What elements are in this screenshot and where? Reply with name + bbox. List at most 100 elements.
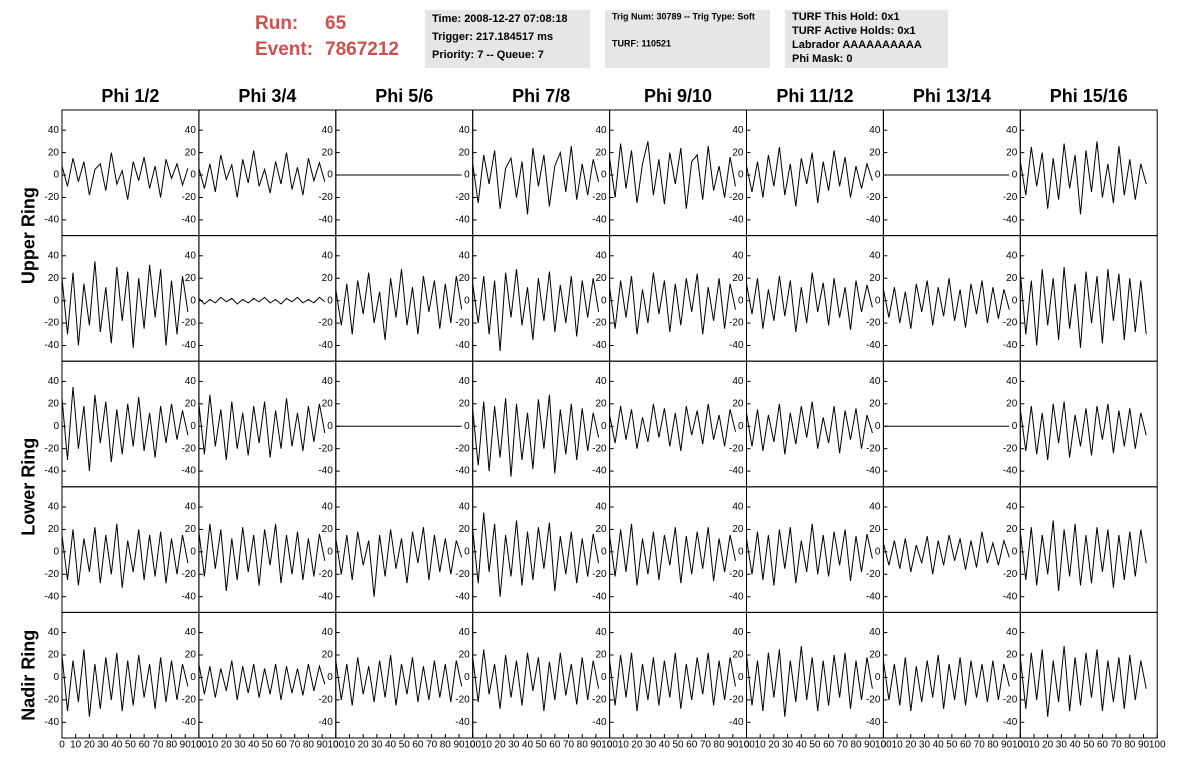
x-tick-label: 100 xyxy=(191,740,208,751)
y-tick-label: -40 xyxy=(866,340,881,351)
waveform xyxy=(746,645,873,717)
y-tick-label: -40 xyxy=(866,215,881,226)
y-tick-label: 0 xyxy=(875,546,881,557)
y-tick-label: 40 xyxy=(732,250,744,261)
x-tick-label: 100 xyxy=(1012,740,1029,751)
y-tick-label: 20 xyxy=(1006,147,1018,158)
row-title: Nadir Ring xyxy=(19,630,39,721)
y-tick-label: -40 xyxy=(455,215,470,226)
y-tick-label: 0 xyxy=(1012,170,1018,181)
y-tick-label: 40 xyxy=(322,376,334,387)
y-tick-label: 40 xyxy=(322,502,334,513)
waveform xyxy=(472,269,600,352)
event-label: Event: xyxy=(255,39,313,60)
y-tick-label: -20 xyxy=(45,443,60,454)
x-tick-label: 100 xyxy=(875,740,892,751)
panel-frame xyxy=(609,360,747,488)
waveform xyxy=(61,649,189,717)
y-tick-label: -40 xyxy=(318,717,333,728)
x-tick-label: 40 xyxy=(796,740,808,751)
x-tick-label: 30 xyxy=(371,740,383,751)
y-tick-label: 20 xyxy=(732,524,744,535)
y-tick-label: -40 xyxy=(455,340,470,351)
y-tick-label: 0 xyxy=(601,170,607,181)
panel-frame xyxy=(61,611,200,739)
y-tick-label: 20 xyxy=(48,147,60,158)
waveform xyxy=(1019,401,1147,460)
info-box xyxy=(785,10,948,68)
y-tick-label: -40 xyxy=(1003,466,1018,477)
y-tick-label: 40 xyxy=(48,627,60,638)
y-tick-label: -20 xyxy=(318,318,333,329)
row-title: Upper Ring xyxy=(19,187,39,284)
waveform xyxy=(609,403,736,451)
y-tick-label: 40 xyxy=(48,250,60,261)
x-tick-label: 60 xyxy=(686,740,698,751)
info-line: Labrador AAAAAAAAAA xyxy=(792,39,922,51)
waveform xyxy=(198,296,326,305)
waveform xyxy=(198,660,326,700)
y-tick-label: -40 xyxy=(592,340,607,351)
y-tick-label: 20 xyxy=(459,524,471,535)
info-line: TURF: 110521 xyxy=(612,38,671,48)
y-tick-label: -20 xyxy=(181,318,196,329)
y-tick-label: 40 xyxy=(48,502,60,513)
y-tick-label: -20 xyxy=(318,569,333,580)
y-tick-label: 0 xyxy=(601,295,607,306)
panel-frame xyxy=(198,109,337,237)
y-tick-label: 20 xyxy=(595,650,607,661)
waveform xyxy=(1019,520,1147,592)
x-tick-label: 100 xyxy=(1149,740,1166,751)
y-tick-label: -40 xyxy=(729,215,744,226)
panel-frame xyxy=(472,611,611,739)
y-tick-label: 20 xyxy=(322,398,334,409)
waveform xyxy=(198,394,326,460)
y-tick-label: -40 xyxy=(1003,717,1018,728)
y-tick-label: 40 xyxy=(595,376,607,387)
x-tick-label: 100 xyxy=(464,740,481,751)
panel-frame xyxy=(61,109,200,237)
x-tick-label: 70 xyxy=(974,740,986,751)
y-tick-label: -40 xyxy=(181,215,196,226)
y-tick-label: 0 xyxy=(738,546,744,557)
y-tick-label: 0 xyxy=(601,672,607,683)
y-tick-label: 40 xyxy=(185,502,197,513)
y-tick-label: 40 xyxy=(322,627,334,638)
waveform xyxy=(61,523,189,588)
y-tick-label: 0 xyxy=(53,170,59,181)
waveform xyxy=(746,523,873,586)
x-tick-label: 20 xyxy=(1042,740,1054,751)
y-tick-label: 20 xyxy=(185,273,197,284)
y-tick-label: 40 xyxy=(1006,376,1018,387)
y-tick-label: -40 xyxy=(455,591,470,602)
waveform xyxy=(472,145,600,215)
y-tick-label: 40 xyxy=(185,627,197,638)
y-tick-label: 40 xyxy=(322,125,334,136)
x-tick-label: 100 xyxy=(327,740,344,751)
y-tick-label: 20 xyxy=(48,524,60,535)
y-tick-label: 0 xyxy=(190,672,196,683)
y-tick-label: 20 xyxy=(459,273,471,284)
x-tick-label: 40 xyxy=(1069,740,1081,751)
y-tick-label: 20 xyxy=(48,273,60,284)
y-tick-label: 0 xyxy=(53,295,59,306)
x-tick-label: 0 xyxy=(607,740,613,751)
panel-frame xyxy=(609,611,747,739)
y-tick-label: -40 xyxy=(729,717,744,728)
y-tick-label: -40 xyxy=(592,717,607,728)
y-tick-label: -20 xyxy=(318,192,333,203)
x-tick-label: 70 xyxy=(1111,740,1123,751)
y-tick-label: -20 xyxy=(181,695,196,706)
y-tick-label: -40 xyxy=(45,340,60,351)
y-tick-label: 0 xyxy=(464,421,470,432)
y-tick-label: 20 xyxy=(322,524,334,535)
y-tick-label: 0 xyxy=(738,170,744,181)
y-tick-label: 0 xyxy=(190,295,196,306)
y-tick-label: -20 xyxy=(455,569,470,580)
y-tick-label: -40 xyxy=(181,466,196,477)
x-tick-label: 80 xyxy=(1124,740,1136,751)
y-tick-label: -20 xyxy=(455,318,470,329)
y-tick-label: 20 xyxy=(869,147,881,158)
x-tick-label: 60 xyxy=(960,740,972,751)
waveform xyxy=(335,527,463,597)
